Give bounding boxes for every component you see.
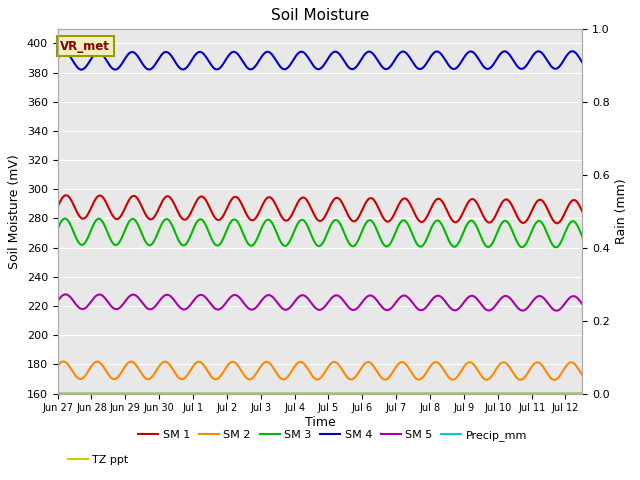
SM 2 — [564, 361, 572, 367]
Line: SM 1: SM 1 — [58, 195, 582, 223]
SM 5 — [579, 301, 586, 307]
SM 1 — [81, 216, 88, 221]
TZ ppt — [54, 391, 61, 396]
SM 1 — [54, 204, 61, 210]
TZ ppt — [563, 391, 571, 396]
SM 3 — [295, 219, 303, 225]
SM 4 — [81, 65, 88, 71]
SM 2 — [54, 363, 61, 369]
SM 4 — [295, 49, 303, 55]
Line: SM 5: SM 5 — [58, 294, 582, 311]
Line: SM 3: SM 3 — [58, 218, 582, 247]
SM 3 — [61, 216, 68, 221]
SM 3 — [81, 240, 88, 246]
Legend: TZ ppt: TZ ppt — [63, 451, 132, 469]
Y-axis label: Soil Moisture (mV): Soil Moisture (mV) — [8, 154, 21, 269]
Text: VR_met: VR_met — [60, 40, 110, 53]
TZ ppt — [81, 391, 88, 396]
SM 4 — [564, 52, 572, 58]
Line: SM 2: SM 2 — [58, 361, 582, 380]
SM 2 — [550, 377, 558, 383]
Precip_mm — [54, 391, 61, 396]
SM 4 — [77, 67, 85, 72]
SM 1 — [564, 204, 572, 210]
Precip_mm — [467, 391, 475, 396]
SM 1 — [467, 196, 475, 202]
SM 2 — [579, 372, 586, 378]
TZ ppt — [563, 391, 571, 396]
SM 1 — [579, 209, 586, 215]
Precip_mm — [563, 391, 571, 396]
SM 5 — [295, 294, 303, 300]
SM 5 — [467, 293, 475, 299]
SM 5 — [564, 297, 572, 303]
SM 3 — [54, 226, 61, 232]
SM 1 — [295, 198, 303, 204]
SM 3 — [552, 244, 560, 250]
SM 5 — [309, 302, 317, 308]
TZ ppt — [295, 391, 303, 396]
Legend: SM 1, SM 2, SM 3, SM 4, SM 5, Precip_mm: SM 1, SM 2, SM 3, SM 4, SM 5, Precip_mm — [134, 426, 532, 445]
Precip_mm — [579, 391, 586, 396]
Title: Soil Moisture: Soil Moisture — [271, 9, 369, 24]
SM 2 — [81, 373, 88, 379]
Precip_mm — [563, 391, 571, 396]
SM 1 — [564, 204, 572, 210]
TZ ppt — [467, 391, 475, 396]
SM 4 — [579, 60, 586, 65]
SM 1 — [553, 220, 561, 226]
SM 4 — [54, 55, 61, 61]
SM 3 — [309, 236, 317, 242]
SM 1 — [309, 210, 317, 216]
SM 3 — [467, 218, 475, 224]
SM 5 — [81, 306, 88, 312]
Y-axis label: Rain (mm): Rain (mm) — [616, 179, 628, 244]
SM 3 — [564, 224, 572, 230]
SM 5 — [564, 297, 572, 303]
Precip_mm — [81, 391, 88, 396]
Precip_mm — [309, 391, 317, 396]
SM 4 — [568, 48, 576, 54]
SM 3 — [564, 224, 572, 229]
TZ ppt — [579, 391, 586, 396]
SM 4 — [309, 62, 317, 68]
SM 3 — [579, 234, 586, 240]
SM 4 — [563, 52, 571, 58]
SM 5 — [54, 298, 61, 304]
Line: SM 4: SM 4 — [58, 51, 582, 70]
SM 4 — [467, 48, 475, 54]
SM 2 — [564, 361, 572, 367]
Precip_mm — [295, 391, 303, 396]
TZ ppt — [309, 391, 317, 396]
X-axis label: Time: Time — [305, 416, 335, 429]
SM 5 — [552, 308, 560, 313]
SM 2 — [309, 374, 317, 380]
SM 2 — [467, 360, 475, 365]
SM 1 — [62, 192, 70, 198]
SM 2 — [60, 359, 67, 364]
SM 5 — [61, 291, 69, 297]
SM 2 — [295, 359, 303, 365]
